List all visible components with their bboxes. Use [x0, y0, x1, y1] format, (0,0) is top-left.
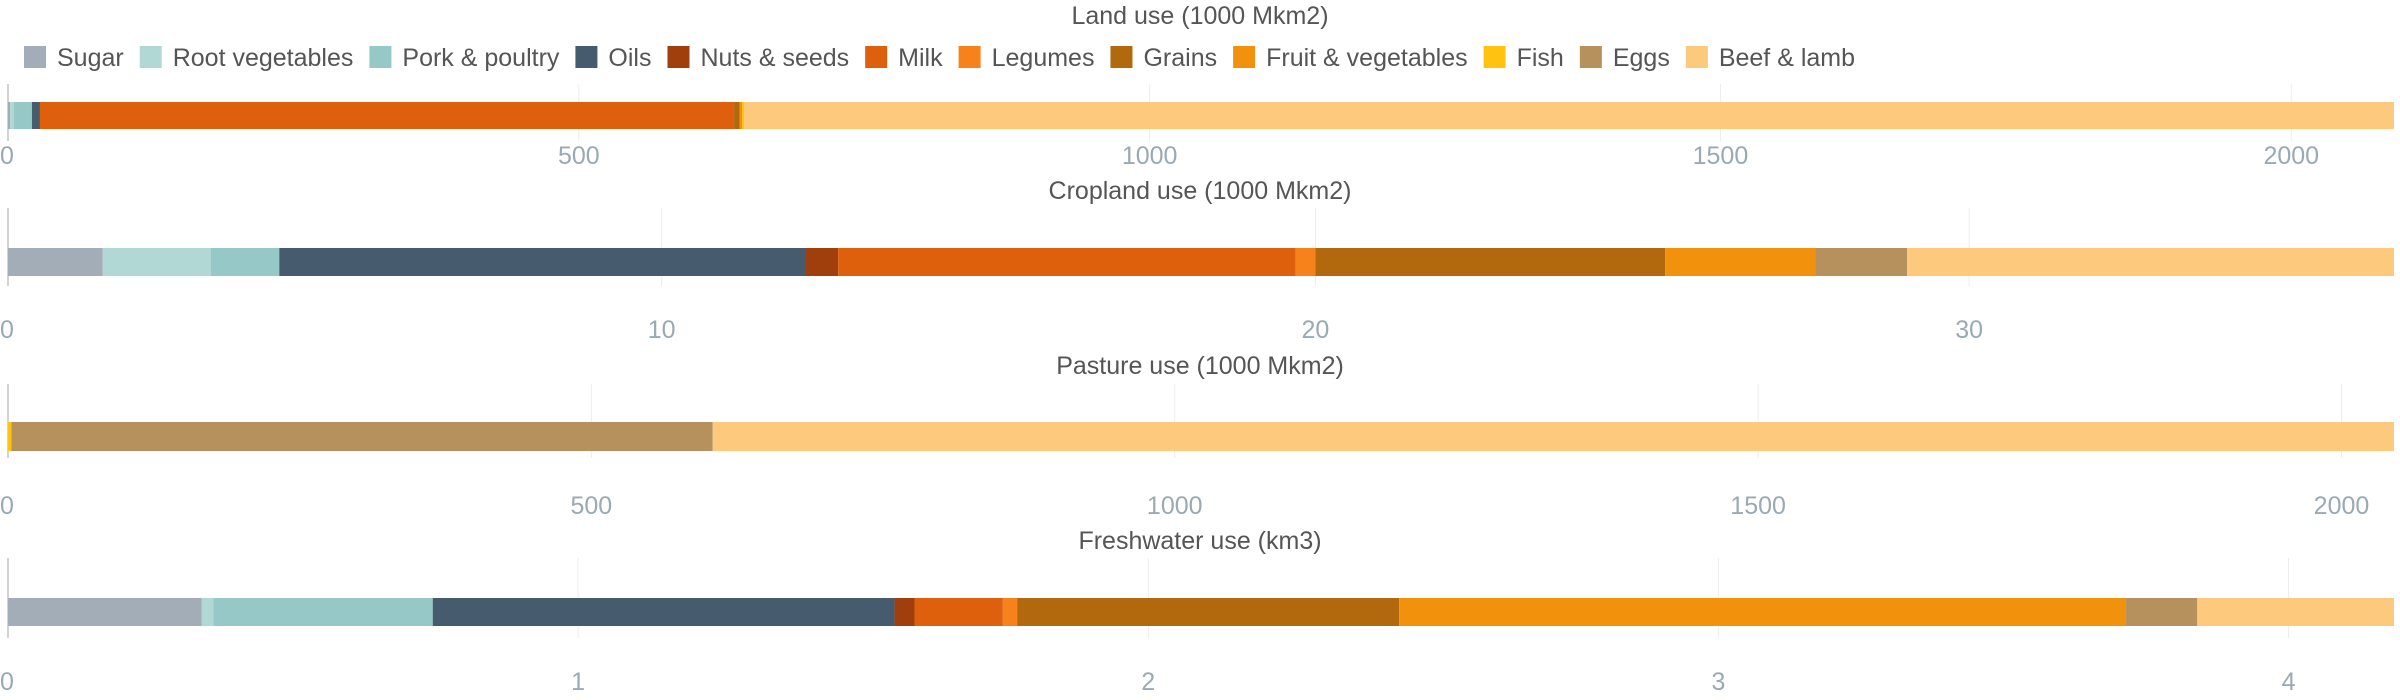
bar-segment-eggs[interactable] — [1815, 248, 1907, 276]
bar-segment-root-vegetables[interactable] — [201, 598, 214, 626]
legend-swatch-pork-and-poultry[interactable] — [369, 46, 392, 68]
bar-segment-beef-and-lamb[interactable] — [2197, 598, 2394, 626]
legend-label-grains[interactable]: Grains — [1143, 44, 1217, 72]
legend-label-beef-and-lamb[interactable]: Beef & lamb — [1719, 44, 1855, 72]
bar-segment-fish[interactable] — [742, 102, 745, 129]
legend-label-milk[interactable]: Milk — [898, 44, 943, 72]
bar-segment-oils[interactable] — [279, 248, 806, 276]
bar-segment-pork-and-poultry[interactable] — [213, 598, 433, 626]
bar-segment-legumes[interactable] — [1002, 598, 1018, 626]
bar-segment-nuts-and-seeds[interactable] — [805, 248, 839, 276]
bar-segment-fruit-and-vegetables[interactable] — [1399, 598, 2127, 626]
legend-swatch-eggs[interactable] — [1579, 46, 1602, 68]
bar-segment-sugar[interactable] — [8, 598, 202, 626]
tick-label: 2000 — [2263, 142, 2319, 170]
legend-swatch-nuts-and-seeds[interactable] — [667, 46, 690, 68]
legend-label-oils[interactable]: Oils — [608, 44, 651, 72]
tick-label: 2000 — [2314, 492, 2370, 520]
tick-label: 1500 — [1730, 492, 1786, 520]
tick-label: 2 — [1141, 668, 1155, 696]
legend-swatch-beef-and-lamb[interactable] — [1685, 46, 1708, 68]
bar-segment-oils[interactable] — [31, 102, 40, 129]
legend-label-root-vegetables[interactable]: Root vegetables — [173, 44, 354, 72]
legend-label-nuts-and-seeds[interactable]: Nuts & seeds — [700, 44, 849, 72]
bar-segment-grains[interactable] — [734, 102, 740, 129]
bar-segment-milk[interactable] — [914, 598, 1003, 626]
legend-swatch-legumes[interactable] — [958, 46, 981, 68]
tick-label: 1000 — [1122, 142, 1178, 170]
tick-label: 1500 — [1693, 142, 1749, 170]
panel-title-2: Pasture use (1000 Mkm2) — [1056, 352, 1344, 380]
bar-segment-root-vegetables[interactable] — [102, 248, 211, 276]
tick-label: 30 — [1955, 316, 1983, 344]
legend-label-legumes[interactable]: Legumes — [992, 44, 1095, 72]
bar-segment-eggs[interactable] — [2126, 598, 2198, 626]
bar-segment-pork-and-poultry[interactable] — [13, 102, 32, 129]
bar-segment-fruit-and-vegetables[interactable] — [739, 102, 743, 129]
legend-label-fish[interactable]: Fish — [1517, 44, 1564, 72]
tick-label: 0 — [0, 668, 14, 696]
bar-segment-eggs[interactable] — [11, 422, 713, 451]
legend-swatch-oils[interactable] — [575, 46, 598, 68]
bar-segment-pork-and-poultry[interactable] — [210, 248, 280, 276]
legend-swatch-root-vegetables[interactable] — [139, 46, 162, 68]
legend-label-fruit-and-vegetables[interactable]: Fruit & vegetables — [1266, 44, 1468, 72]
bar-segment-legumes[interactable] — [1295, 248, 1316, 276]
tick-label: 0 — [0, 492, 14, 520]
bar-segment-milk[interactable] — [39, 102, 735, 129]
legend-swatch-fish[interactable] — [1483, 46, 1506, 68]
bar-segment-grains[interactable] — [1315, 248, 1666, 276]
tick-label: 0 — [0, 142, 14, 170]
legend-label-sugar[interactable]: Sugar — [57, 44, 124, 72]
tick-label: 500 — [571, 492, 613, 520]
bar-segment-fish[interactable] — [8, 422, 12, 451]
bar-segment-fruit-and-vegetables[interactable] — [1665, 248, 1816, 276]
bar-segment-beef-and-lamb[interactable] — [744, 102, 2394, 129]
legend-swatch-milk[interactable] — [865, 46, 888, 68]
panel-title-3: Freshwater use (km3) — [1078, 527, 1321, 555]
legend-swatch-grains[interactable] — [1110, 46, 1133, 68]
tick-label: 1 — [571, 668, 585, 696]
bar-segment-sugar[interactable] — [8, 102, 11, 129]
tick-label: 20 — [1301, 316, 1329, 344]
tick-label: 3 — [1711, 668, 1725, 696]
tick-label: 4 — [2282, 668, 2296, 696]
bar-segment-beef-and-lamb[interactable] — [712, 422, 2395, 451]
tick-label: 500 — [558, 142, 600, 170]
bar-segment-nuts-and-seeds[interactable] — [894, 598, 915, 626]
tick-label: 1000 — [1147, 492, 1203, 520]
legend-label-pork-and-poultry[interactable]: Pork & poultry — [402, 44, 560, 72]
tick-label: 0 — [0, 316, 14, 344]
bar-segment-sugar[interactable] — [8, 248, 103, 276]
legend-swatch-sugar[interactable] — [24, 46, 46, 68]
bar-segment-grains[interactable] — [1017, 598, 1400, 626]
bar-segment-milk[interactable] — [838, 248, 1296, 276]
bar-segment-oils[interactable] — [432, 598, 895, 626]
tick-label: 10 — [648, 316, 676, 344]
bar-segment-beef-and-lamb[interactable] — [1906, 248, 2394, 276]
panel-title-0: Land use (1000 Mkm2) — [1071, 2, 1328, 30]
bar-segment-root-vegetables[interactable] — [10, 102, 14, 129]
legend-swatch-fruit-and-vegetables[interactable] — [1233, 46, 1256, 68]
panel-title-1: Cropland use (1000 Mkm2) — [1049, 177, 1352, 205]
legend-label-eggs[interactable]: Eggs — [1613, 44, 1670, 72]
